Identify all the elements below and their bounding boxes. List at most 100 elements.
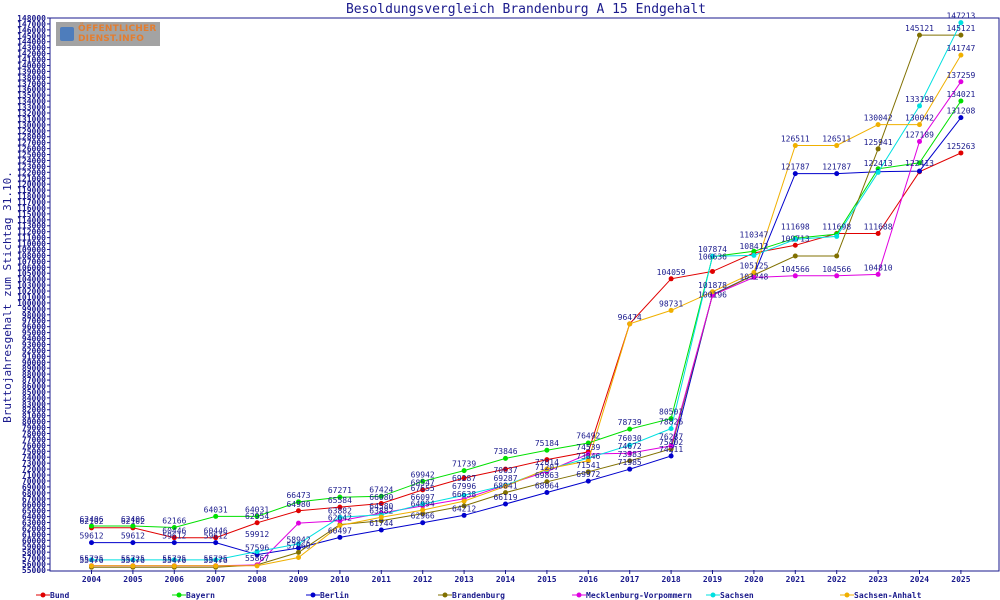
- data-label: 65584: [328, 496, 352, 505]
- series-point: [958, 115, 964, 121]
- y-tick-label: 66000: [22, 501, 46, 510]
- x-tick-label: 2019: [703, 575, 722, 584]
- legend-label: Berlin: [320, 590, 349, 600]
- series-point: [130, 557, 136, 563]
- data-label: 59612: [162, 532, 186, 541]
- y-tick-label: 124000: [17, 156, 46, 165]
- series-group: [89, 20, 964, 570]
- y-tick-label: 147000: [17, 20, 46, 29]
- data-labels: 6210262406596125547655725621026240659612…: [79, 12, 975, 566]
- logo-text: ÖFFENTLICHER DIENST.INFO: [78, 24, 156, 44]
- data-label: 55725: [162, 555, 186, 564]
- series-point: [337, 522, 343, 528]
- series-point: [171, 524, 177, 530]
- series-point: [461, 503, 467, 509]
- series-point: [668, 276, 674, 282]
- data-label: 121787: [822, 163, 851, 172]
- y-tick-label: 139000: [17, 67, 46, 76]
- x-tick-label: 2004: [82, 575, 101, 584]
- series-point: [544, 447, 550, 453]
- series-point: [627, 450, 633, 456]
- series-point: [917, 122, 922, 128]
- y-axis-title: Bruttojahresgehalt zum Stichtag 31.10.: [1, 171, 14, 423]
- data-label: 78739: [618, 418, 642, 427]
- legend-label: Sachsen-Anhalt: [854, 591, 922, 600]
- data-label: 62642: [328, 514, 352, 523]
- x-axis: 2004 2005 2006 2007 2008 2009 2010 2011 2012 2013…: [82, 570, 971, 584]
- y-tick-label: 133000: [17, 103, 46, 112]
- series-point: [130, 540, 136, 546]
- data-label: 66473: [286, 491, 310, 500]
- y-tick-label: 60000: [22, 536, 46, 545]
- data-label: 64212: [452, 504, 476, 513]
- y-tick-label: 130000: [17, 121, 46, 130]
- data-label: 55725: [79, 555, 103, 564]
- data-label: 55476: [79, 556, 103, 565]
- y-tick-label: 115000: [17, 210, 46, 219]
- data-label: 66097: [411, 493, 435, 502]
- x-tick-label: 2022: [827, 575, 846, 584]
- data-label: 71985: [618, 458, 642, 467]
- data-label: 62406: [121, 515, 145, 524]
- y-tick-label: 70000: [22, 477, 46, 486]
- series-point: [337, 504, 343, 510]
- y-tick-label: 94000: [22, 335, 46, 344]
- series-point: [89, 557, 94, 563]
- series-point: [503, 466, 508, 472]
- data-label: 103248: [739, 273, 768, 282]
- series-point: [337, 534, 343, 540]
- series-point: [668, 307, 674, 313]
- data-label: 109713: [781, 234, 810, 243]
- series-point: [585, 469, 591, 475]
- data-label: 62966: [411, 512, 435, 521]
- y-tick-label: 89000: [22, 364, 46, 373]
- data-label: 69972: [576, 470, 600, 479]
- y-tick-label: 125000: [17, 151, 46, 160]
- y-tick-label: 95000: [22, 329, 46, 338]
- y-tick-label: 140000: [17, 61, 46, 70]
- legend-label: Brandenburg: [452, 591, 505, 600]
- y-tick-label: 118000: [17, 192, 46, 201]
- y-tick-label: 142000: [17, 50, 46, 59]
- y-tick-label: 148000: [17, 14, 46, 23]
- y-tick-label: 81000: [22, 412, 46, 421]
- y-tick-label: 59000: [22, 542, 46, 551]
- series-point: [875, 146, 881, 152]
- series-point: [917, 139, 922, 145]
- series-point: [834, 171, 840, 177]
- y-tick-label: 82000: [22, 406, 46, 415]
- y-tick-label: 99000: [22, 305, 46, 314]
- series-point: [958, 98, 964, 104]
- series-point: [751, 269, 757, 275]
- series-point: [751, 252, 757, 258]
- y-tick-label: 117000: [17, 198, 46, 207]
- series-point: [296, 549, 301, 555]
- legend-marker: [576, 592, 582, 598]
- data-label: 59912: [245, 530, 269, 539]
- x-tick-label: 2018: [661, 575, 680, 584]
- series-point: [378, 493, 384, 499]
- data-label: 104566: [781, 265, 810, 274]
- y-tick-label: 122000: [17, 168, 46, 177]
- data-label: 69287: [493, 474, 517, 483]
- data-label: 76287: [659, 433, 683, 442]
- series-point: [503, 455, 508, 461]
- data-label: 127189: [905, 131, 934, 140]
- y-tick-label: 79000: [22, 424, 46, 433]
- x-tick-label: 2008: [247, 575, 266, 584]
- series-point: [254, 549, 260, 555]
- series-point: [751, 248, 757, 254]
- data-label: 55476: [121, 556, 145, 565]
- series-point: [130, 563, 136, 569]
- series-point: [668, 453, 674, 459]
- series-point: [503, 501, 508, 507]
- data-label: 60497: [328, 526, 352, 535]
- x-tick-label: 2024: [910, 575, 929, 584]
- legend-marker: [442, 592, 448, 598]
- y-tick-label: 88000: [22, 370, 46, 379]
- series-point: [420, 507, 426, 513]
- series-point: [171, 563, 177, 569]
- y-tick-label: 91000: [22, 352, 46, 361]
- data-label: 55725: [204, 555, 228, 564]
- y-tick-label: 110000: [17, 240, 46, 249]
